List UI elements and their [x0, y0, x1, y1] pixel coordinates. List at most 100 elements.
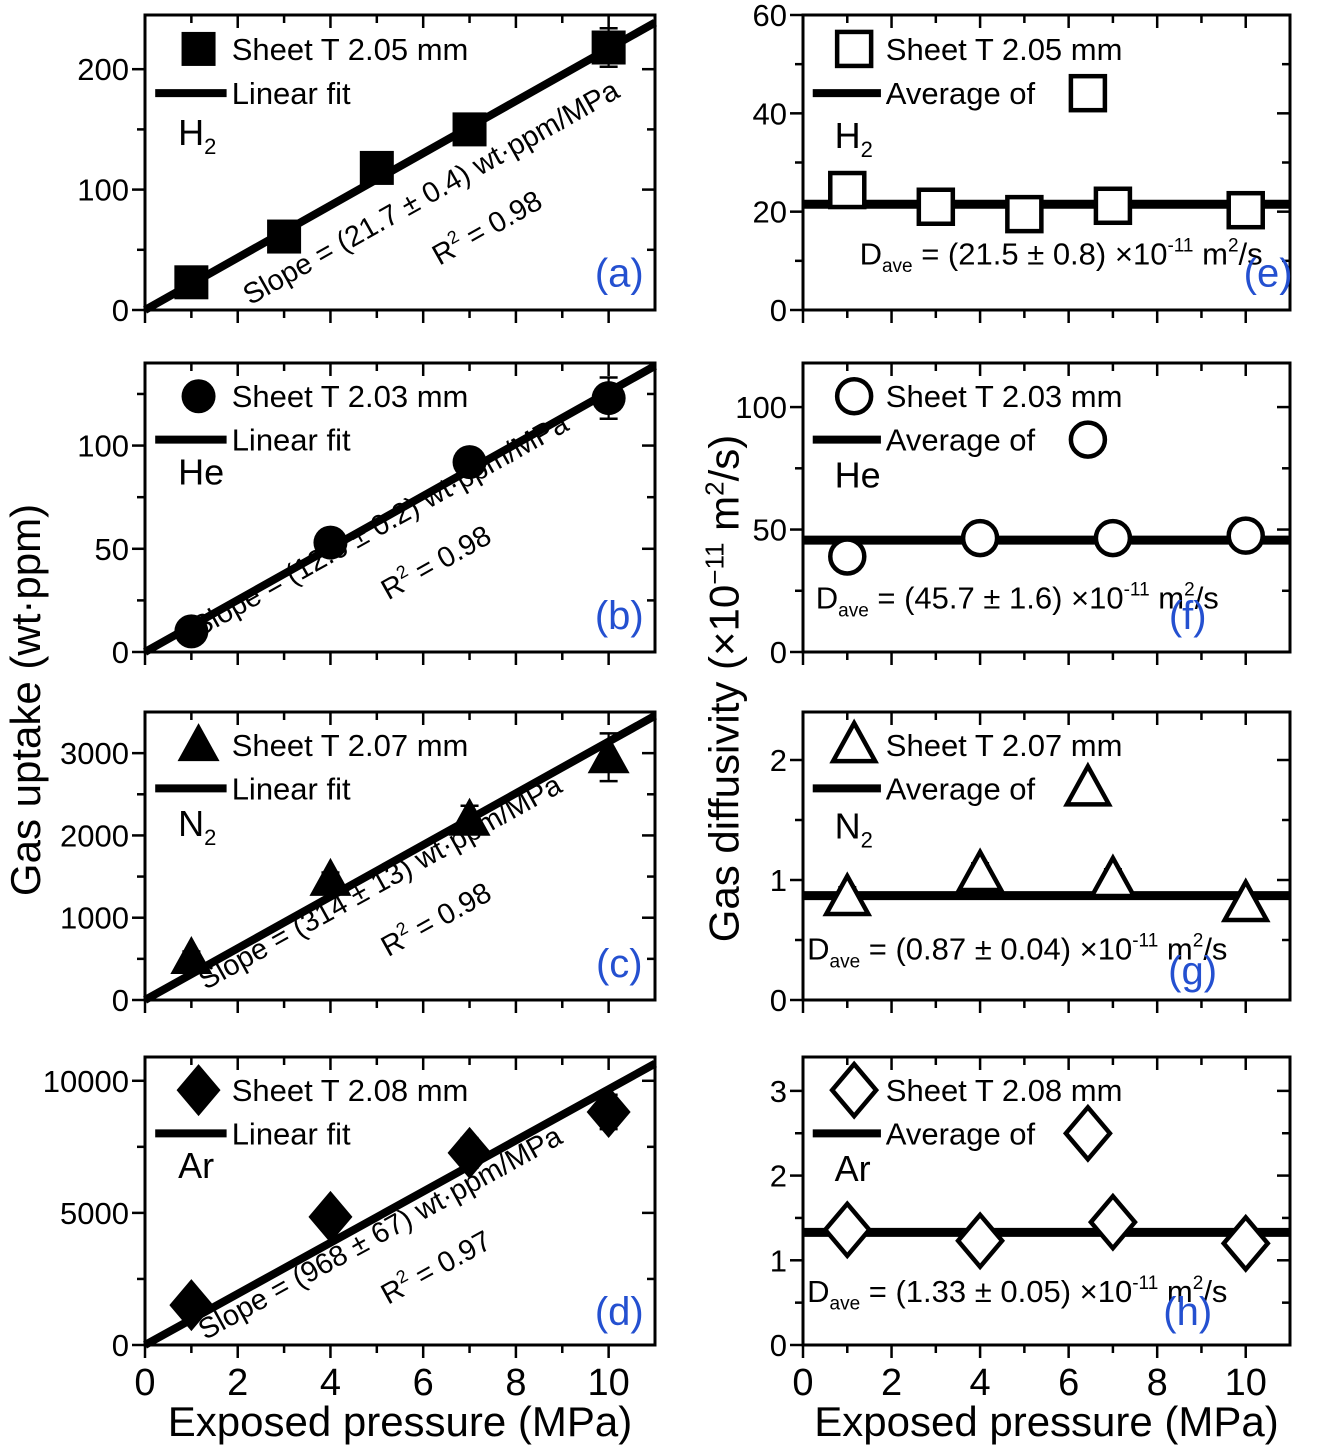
data-point-marker: [452, 445, 487, 480]
x-tick-label: 6: [1058, 1362, 1079, 1404]
plot-frame: [801, 1055, 1292, 1347]
legend-average-marker: [1068, 420, 1108, 459]
legend-series-marker: [176, 1064, 221, 1117]
plot-frame: [801, 710, 1292, 1002]
data-point-marker: [359, 150, 394, 185]
x-axis-title-left: Exposed pressure (MPa): [167, 1398, 633, 1445]
y-tick-label: 100: [735, 390, 787, 425]
y-tick-label: 50: [753, 513, 787, 548]
gas-label: He: [178, 451, 224, 492]
data-point-marker: [174, 265, 209, 300]
linear-fit-line: [143, 19, 657, 314]
data-point-marker: [822, 1200, 873, 1260]
legend-line-label: Linear fit: [232, 771, 351, 806]
legend-series-label: Sheet T 2.03 mm: [886, 379, 1123, 414]
legend-average-marker: [1062, 1103, 1113, 1163]
data-point-marker: [822, 871, 873, 917]
x-tick-label: 0: [134, 1362, 155, 1404]
y-tick-label: 0: [770, 1328, 787, 1363]
y-tick-label: 40: [753, 96, 787, 131]
data-point-marker: [1093, 518, 1133, 558]
y-tick-label: 5000: [60, 1196, 129, 1231]
y-axis-right-label-sup: 2: [699, 481, 730, 496]
x-tick-label: 4: [970, 1362, 991, 1404]
data-point-marker: [1226, 190, 1265, 230]
y-tick-label: 1: [770, 1243, 787, 1278]
y-axis-label-right: Gas diffusivity (×10−11 m2/s): [700, 365, 749, 1013]
plot-frame: [801, 361, 1292, 654]
legend-series-marker: [177, 723, 220, 762]
y-tick-label: 10000: [43, 1064, 129, 1099]
data-point-marker: [955, 847, 1005, 893]
gas-label: Ar: [178, 1145, 214, 1186]
dave-annotation: Dave = (0.87 ± 0.04) ×10-11 m2/s: [807, 931, 1227, 973]
x-tick-label: 10: [1225, 1362, 1267, 1404]
y-tick-label: 1000: [60, 901, 129, 936]
data-point-marker: [174, 614, 209, 649]
data-point-marker: [169, 1279, 214, 1332]
y-axis-right-label-text: Gas diffusivity (×10: [700, 584, 748, 943]
data-point-marker: [586, 1085, 631, 1138]
linear-fit-line: [143, 362, 657, 656]
legend-series-label: Sheet T 2.05 mm: [886, 32, 1123, 67]
legend-series-label: Sheet T 2.03 mm: [232, 379, 469, 414]
legend-line-label: Average of: [886, 423, 1036, 458]
y-tick-label: 2: [770, 1159, 787, 1194]
panel-letter: (h): [1163, 1290, 1212, 1334]
y-tick-label: 3: [770, 1074, 787, 1109]
data-point-marker: [309, 857, 352, 896]
y-tick-label: 100: [77, 173, 129, 208]
legend-series-marker: [834, 29, 874, 69]
panel-c: 0 1000 2000 3000 Sheet T 2.07 mm Linear fit N2…: [60, 710, 657, 1018]
y-tick-label: 200: [77, 52, 129, 87]
x-tick-label: 8: [505, 1362, 526, 1404]
data-point-marker: [170, 936, 213, 975]
y-tick-label: 0: [770, 293, 787, 328]
x-tick-label: 0: [792, 1362, 813, 1404]
legend-line-label: Average of: [886, 771, 1036, 806]
panel-letter: (g): [1168, 949, 1217, 993]
y-tick-label: 20: [753, 195, 787, 230]
panel-letter: (b): [595, 594, 644, 638]
y-axis-right-label-sup: −11: [699, 542, 730, 585]
plot-frame: [143, 1055, 657, 1347]
gas-label: H2: [178, 112, 216, 159]
legend-average-marker: [1063, 761, 1113, 807]
legend-series-marker: [834, 376, 874, 416]
legend-series-label: Sheet T 2.07 mm: [232, 728, 469, 763]
data-point-marker: [1087, 1192, 1138, 1252]
x-axis-title-right: Exposed pressure (MPa): [814, 1398, 1279, 1445]
data-point-marker: [1226, 516, 1265, 555]
data-point-marker: [1088, 853, 1138, 899]
dave-annotation: Dave = (1.33 ± 0.05) ×10-11 m2/s: [807, 1273, 1227, 1315]
panel-letter: (a): [595, 251, 644, 295]
y-tick-label: 0: [112, 293, 129, 328]
legend-average-marker: [1068, 73, 1108, 113]
panel-g: 0 1 2 Sheet T 2.07 mm Average of N2 Dave = (0.…: [770, 710, 1292, 1018]
slope-annotation: Slope = (968 ± 67) wt·ppm/MPa: [193, 1120, 568, 1347]
panel-h: 0 2 4 6 8 10 0 1 2 3 Sheet T 2.08 mm Average of Ar Da…: [770, 1055, 1292, 1404]
dave-annotation: Dave = (21.5 ± 0.8) ×10-11 m2/s: [860, 235, 1263, 277]
data-point-marker: [447, 1126, 492, 1179]
legend-line-label: Linear fit: [232, 423, 351, 458]
y-tick-label: 100: [77, 429, 129, 464]
panel-d: 0 2 4 6 8 10 0 5000 10000 Sheet T 2.08 mm Linear f…: [43, 1055, 657, 1404]
legend-series-label: Sheet T 2.08 mm: [232, 1073, 469, 1108]
legend-series-label: Sheet T 2.05 mm: [232, 32, 469, 67]
legend-line-label: Average of: [886, 1116, 1036, 1151]
data-point-marker: [591, 381, 626, 416]
data-point-marker: [960, 518, 1000, 558]
data-point-marker: [587, 735, 630, 774]
data-point-marker: [313, 525, 348, 560]
data-point-marker: [1093, 186, 1133, 226]
linear-fit-line: [143, 712, 657, 1004]
data-point-marker: [1005, 194, 1044, 234]
panel-letter: (d): [595, 1290, 644, 1334]
legend-line-label: Average of: [886, 76, 1036, 111]
legend-line-label: Linear fit: [232, 1116, 351, 1151]
